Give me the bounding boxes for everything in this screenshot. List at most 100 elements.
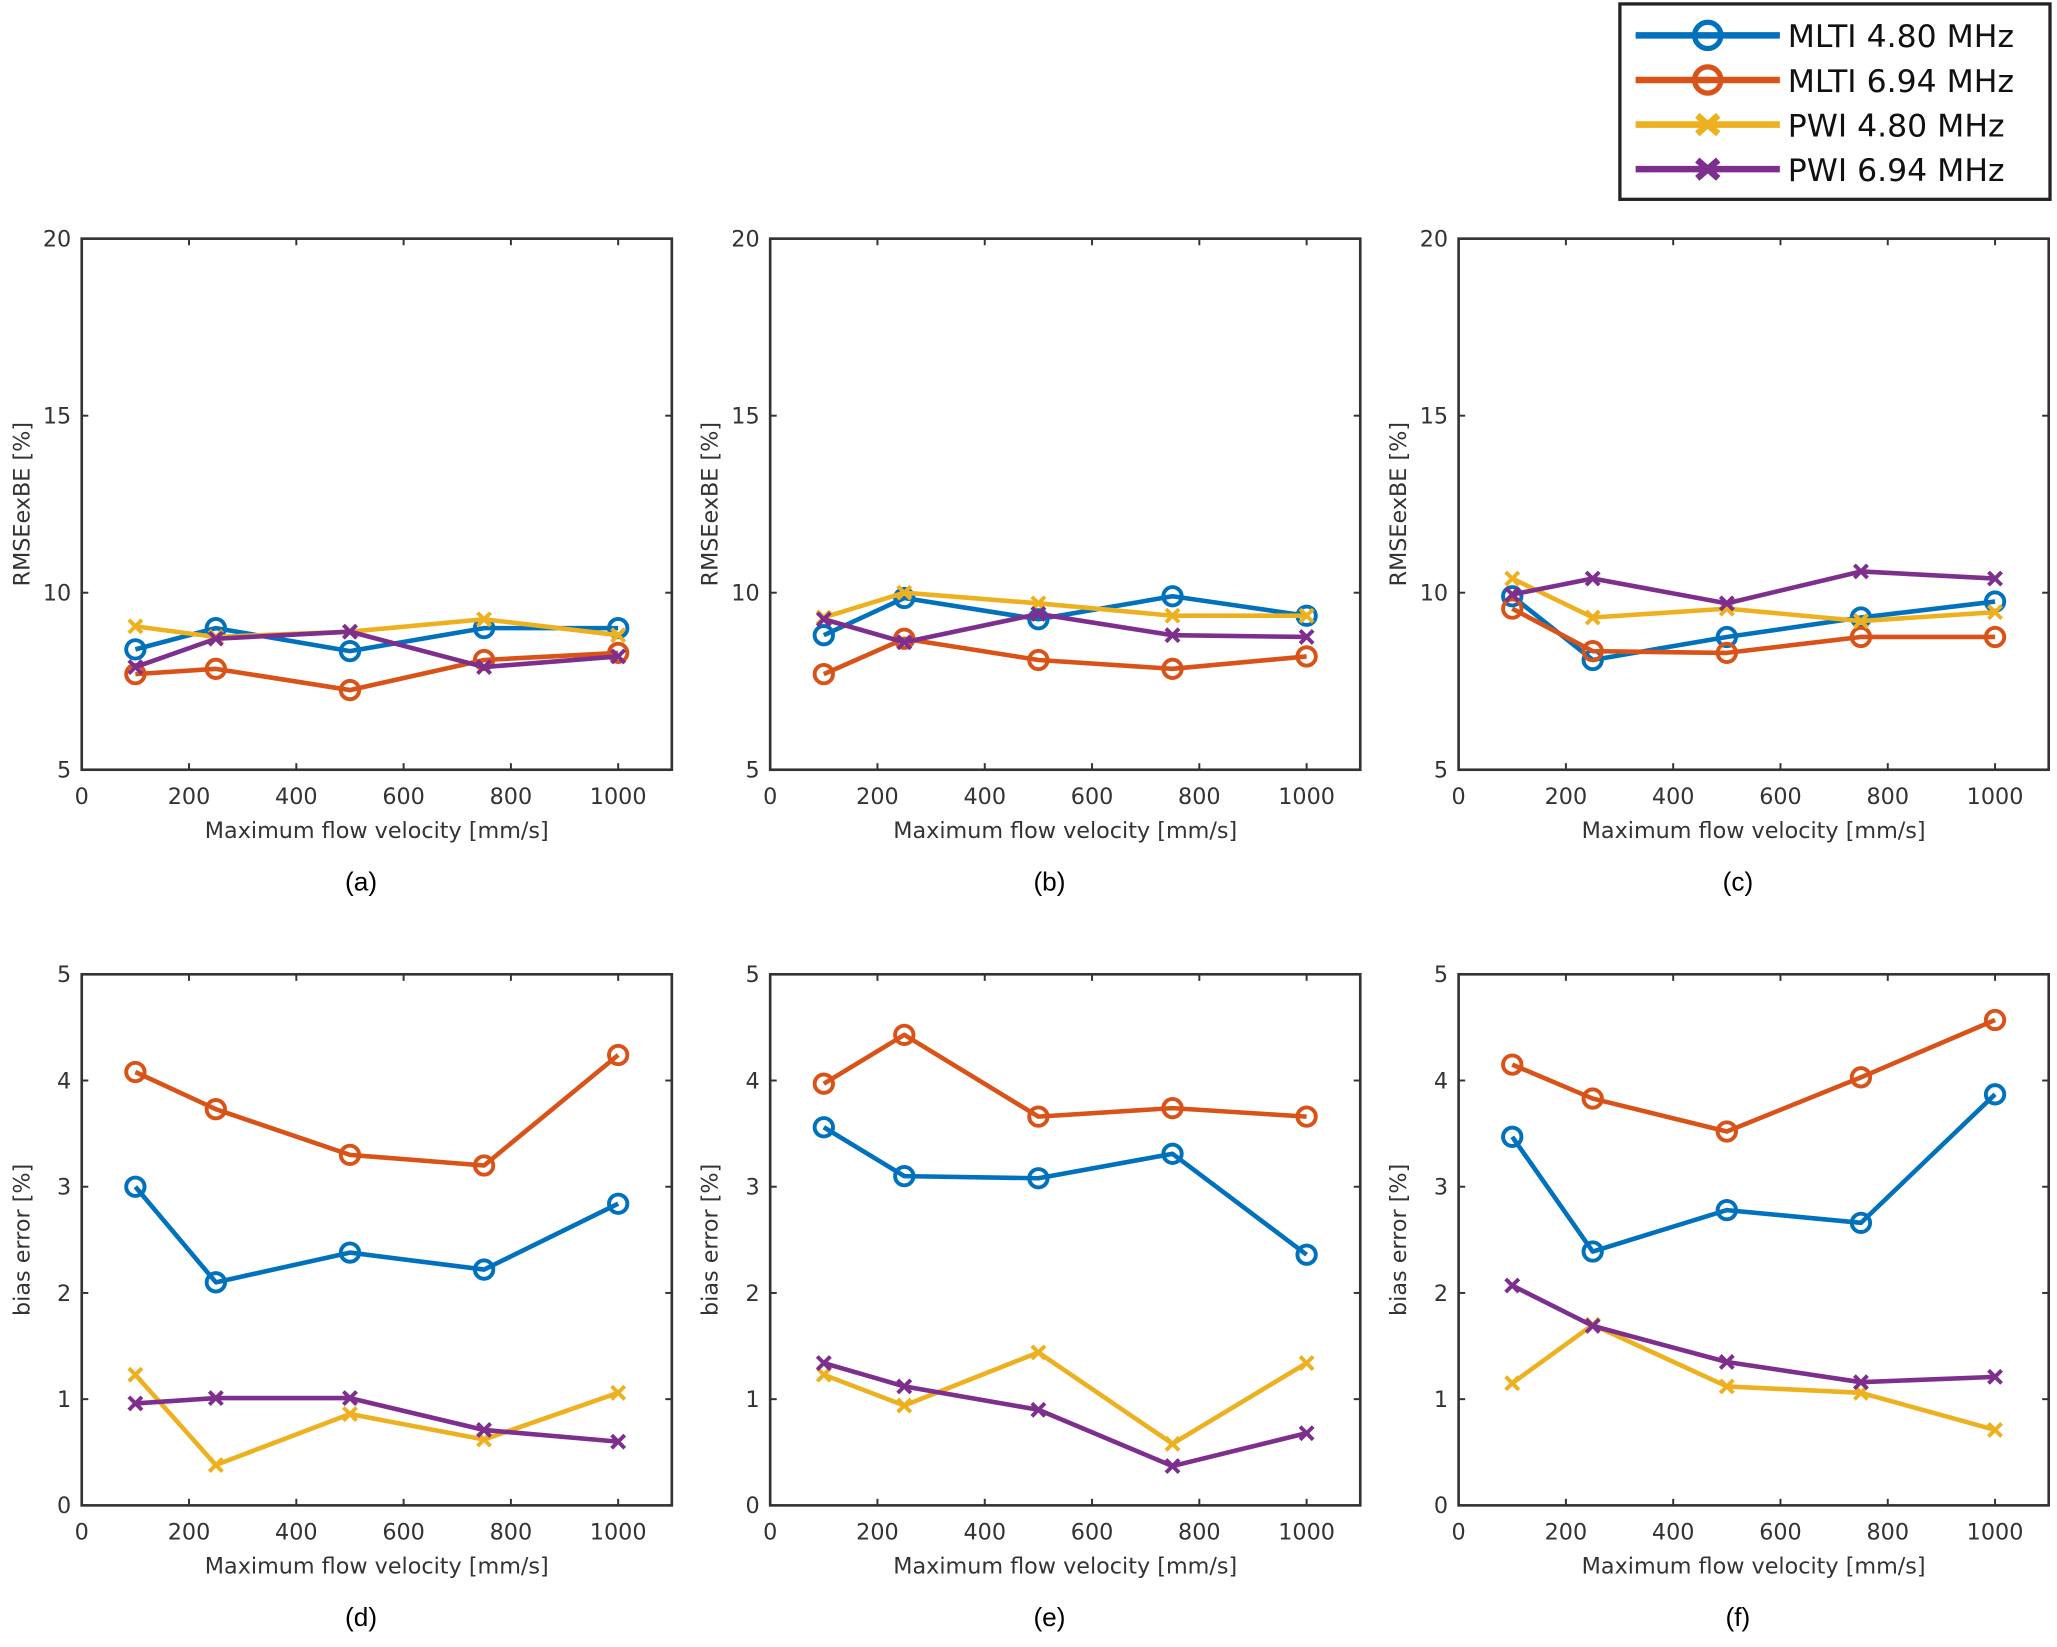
data-point bbox=[1718, 1354, 1735, 1370]
y-tick-label: 2 bbox=[57, 1281, 71, 1307]
x-tick-label: 1000 bbox=[1278, 1519, 1335, 1545]
data-point bbox=[1298, 1355, 1315, 1371]
data-point bbox=[476, 1422, 493, 1438]
legend-entry: MLTI 6.94 MHz bbox=[1635, 64, 2014, 100]
y-tick-label: 3 bbox=[57, 1175, 71, 1201]
x-tick-label: 200 bbox=[1545, 1519, 1588, 1545]
x-axis-label: Maximum flow velocity [mm/s] bbox=[893, 818, 1237, 844]
series-mlti-4-80-mhz bbox=[124, 1175, 630, 1294]
x-tick-label: 400 bbox=[1652, 784, 1695, 810]
x-tick-label: 800 bbox=[1866, 1519, 1909, 1545]
y-tick-label: 0 bbox=[745, 1493, 759, 1519]
series-pwi-4-80-mhz bbox=[815, 1344, 1315, 1452]
x-axis-label: Maximum flow velocity [mm/s] bbox=[893, 1554, 1237, 1580]
data-point bbox=[1983, 625, 2007, 649]
data-point bbox=[1164, 1435, 1181, 1452]
x-tick-label: 400 bbox=[275, 1519, 318, 1545]
panel-caption: (c) bbox=[1723, 866, 1754, 896]
data-point bbox=[1581, 1240, 1604, 1263]
data-point bbox=[610, 627, 627, 644]
data-point bbox=[472, 1258, 496, 1281]
x-tick-label: 800 bbox=[1178, 784, 1221, 810]
data-point bbox=[204, 657, 227, 680]
data-point bbox=[812, 1116, 835, 1139]
y-tick-label: 20 bbox=[731, 227, 759, 253]
legend-label: PWI 4.80 MHz bbox=[1788, 108, 2005, 144]
data-point bbox=[127, 1395, 144, 1412]
data-point bbox=[607, 1043, 630, 1067]
circle-marker-icon bbox=[1692, 64, 1724, 96]
plot-area bbox=[1457, 237, 2051, 772]
data-point bbox=[342, 623, 358, 640]
data-point bbox=[1295, 645, 1318, 668]
data-point bbox=[338, 1143, 362, 1167]
x-axis-label: Maximum flow velocity [mm/s] bbox=[205, 1554, 549, 1580]
y-tick-label: 5 bbox=[1434, 758, 1448, 784]
data-point bbox=[1161, 1096, 1184, 1120]
y-tick-label: 3 bbox=[1434, 1175, 1448, 1201]
data-point bbox=[1030, 1344, 1047, 1361]
series-line bbox=[1511, 606, 1996, 656]
data-point bbox=[1161, 1142, 1184, 1165]
x-tick-label: 0 bbox=[75, 1519, 89, 1545]
panel-caption: (b) bbox=[1033, 866, 1065, 896]
y-tick-label: 5 bbox=[57, 758, 71, 784]
data-point bbox=[812, 1072, 835, 1095]
y-axis-label: bias error [%] bbox=[9, 1164, 35, 1316]
data-point bbox=[127, 1366, 144, 1383]
chart-panel-a: 0 200 400 600 800 1000 5 10 15 20 Maximum flow vel… bbox=[9, 227, 674, 896]
data-point bbox=[1849, 625, 1873, 649]
x-tick-label: 200 bbox=[1545, 784, 1588, 810]
data-point bbox=[815, 611, 832, 628]
legend-label: MLTI 6.94 MHz bbox=[1788, 64, 2014, 100]
x-marker-icon bbox=[1695, 112, 1721, 137]
x-tick-label: 1000 bbox=[1967, 784, 2024, 810]
data-point bbox=[1298, 629, 1315, 645]
x-tick-label: 600 bbox=[1759, 1519, 1802, 1545]
series-mlti-6-94-mhz bbox=[124, 1043, 630, 1177]
series-pwi-6-94-mhz bbox=[815, 606, 1315, 651]
data-point bbox=[1852, 613, 1869, 629]
data-point bbox=[607, 641, 630, 665]
data-point bbox=[127, 659, 144, 676]
data-point bbox=[1715, 1120, 1738, 1143]
y-tick-label: 5 bbox=[1434, 962, 1448, 988]
y-tick-label: 10 bbox=[1420, 581, 1448, 607]
legend-label: PWI 6.94 MHz bbox=[1788, 153, 2005, 189]
x-tick-label: 600 bbox=[1071, 1519, 1114, 1545]
series-line bbox=[822, 593, 1307, 638]
series-line bbox=[135, 650, 619, 693]
x-tick-label: 200 bbox=[168, 784, 211, 810]
chart-panel-b: 0 200 400 600 800 1000 5 10 15 20 Maximum flow vel… bbox=[698, 227, 1362, 896]
data-point bbox=[1164, 627, 1181, 644]
data-point bbox=[472, 1154, 496, 1177]
data-point bbox=[896, 1397, 913, 1414]
data-point bbox=[1164, 607, 1181, 624]
x-tick-label: 400 bbox=[963, 1519, 1006, 1545]
data-point bbox=[476, 659, 493, 676]
data-point bbox=[1581, 639, 1604, 663]
data-point bbox=[610, 1384, 627, 1401]
data-point bbox=[1504, 1277, 1521, 1294]
data-point bbox=[1983, 1083, 2007, 1106]
y-axis-label: RMSEexBE [%] bbox=[1386, 422, 1412, 586]
data-point bbox=[1718, 595, 1735, 612]
data-point bbox=[815, 1366, 832, 1383]
data-point bbox=[1987, 1368, 2003, 1385]
data-point bbox=[1295, 1105, 1318, 1128]
panel-caption: (d) bbox=[345, 1602, 377, 1632]
data-point bbox=[124, 1175, 147, 1198]
data-point bbox=[1501, 585, 1524, 608]
data-point bbox=[1027, 1105, 1050, 1128]
data-point bbox=[1161, 657, 1184, 680]
x-tick-label: 800 bbox=[490, 1519, 533, 1545]
data-point bbox=[342, 1390, 358, 1407]
x-tick-label: 400 bbox=[275, 784, 318, 810]
data-point bbox=[607, 1192, 630, 1215]
series-mlti-4-80-mhz bbox=[1501, 1083, 2007, 1263]
data-point bbox=[1161, 585, 1184, 608]
x-tick-label: 1000 bbox=[590, 784, 647, 810]
series-mlti-6-94-mhz bbox=[1501, 597, 2007, 665]
x-tick-label: 400 bbox=[1652, 1519, 1695, 1545]
